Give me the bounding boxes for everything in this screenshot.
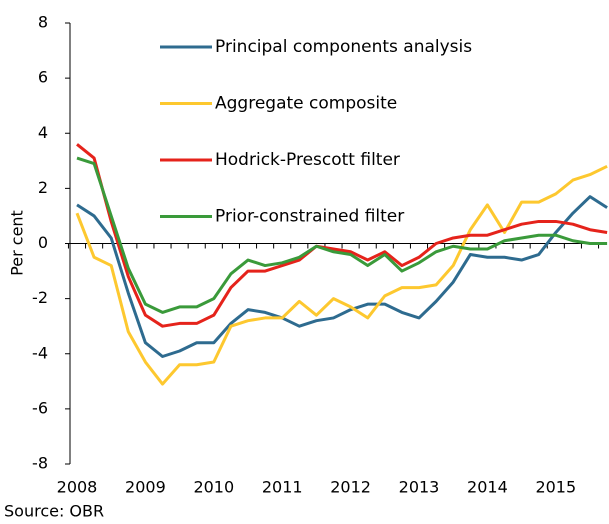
y-axis-label: Per cent [8,210,27,276]
series-line [76,143,608,328]
y-tick-label: -4 [32,343,48,362]
x-tick-label: 2009 [125,478,166,497]
y-tick-label: -6 [32,398,48,417]
y-tick-label: -8 [32,454,48,473]
x-tick-label: 2011 [262,478,303,497]
y-tick-label: 6 [38,68,48,87]
x-tick-label: 2014 [467,478,508,497]
x-tick-label: 2013 [399,478,440,497]
x-tick-label: 2010 [193,478,234,497]
x-tick-label: 2012 [330,478,371,497]
y-tick-label: 0 [38,233,48,252]
legend-label: Hodrick-Prescott filter [215,150,400,170]
series-line [76,156,608,314]
x-tick-label: 2008 [57,478,98,497]
legend-label: Prior-constrained filter [215,207,404,227]
series-line [76,195,608,359]
y-tick-label: 4 [38,123,48,142]
series-line [75,164,608,386]
y-tick-label: 2 [38,178,48,197]
y-tick-label: 8 [38,13,48,32]
legend-label: Principal components analysis [215,37,472,57]
x-tick-label: 2015 [535,478,576,497]
y-tick-label: -2 [32,288,48,307]
source: Source: OBR [4,502,104,521]
legend-label: Aggregate composite [215,94,397,114]
